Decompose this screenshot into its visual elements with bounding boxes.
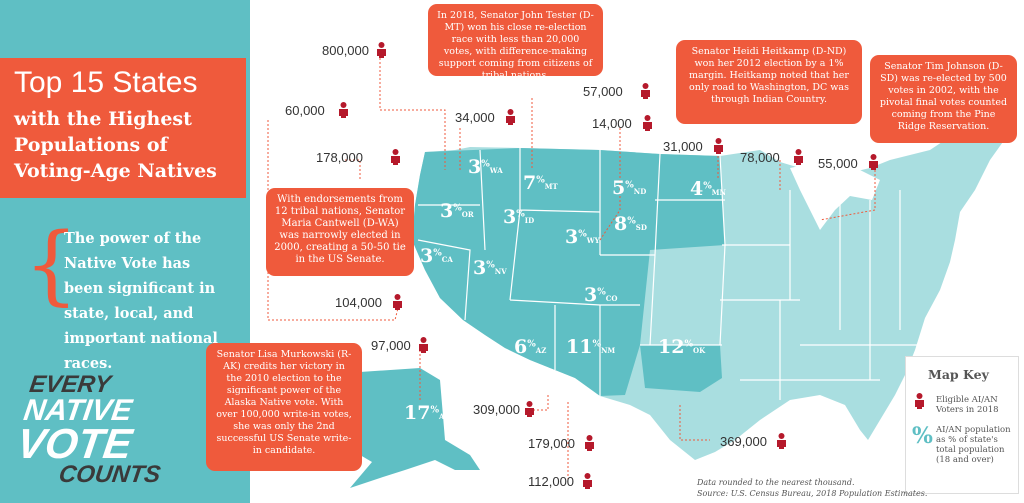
logo-word-2: NATIVE: [22, 394, 135, 427]
footnote-rounded: Data rounded to the nearest thousand.: [697, 478, 855, 487]
pop-label: 104,000: [335, 295, 382, 310]
callout-murkowski: Senator Lisa Murkowski (R-AK) credits he…: [206, 343, 362, 471]
pop-label: 78,000: [740, 150, 780, 165]
pop-label: 55,000: [818, 156, 858, 171]
brace-icon: {: [24, 215, 79, 315]
voter-pin-icon: [393, 294, 402, 310]
pop-label: 309,000: [473, 402, 520, 417]
callout-tester: In 2018, Senator John Tester (D-MT) won …: [428, 4, 603, 81]
callout-johnson: Senator Tim Johnson (D-SD) was re-electe…: [870, 55, 1017, 143]
ok-highlight: [640, 345, 722, 392]
pop-label: 57,000: [583, 84, 623, 99]
title-line1: Top 15 States: [14, 66, 198, 99]
alaska-shape: [345, 368, 480, 488]
callout-cantwell: With endorsements from 12 tribal nations…: [266, 188, 414, 276]
state-pct-mn: 4%MN: [690, 178, 726, 200]
title-box: Top 15 States with the Highest Populatio…: [0, 58, 246, 198]
state-pct-mt: 7%MT: [523, 172, 558, 194]
pop-label: 14,000: [592, 116, 632, 131]
great-lakes-shape: [790, 160, 880, 230]
voter-pin-icon: [777, 433, 786, 449]
pop-label: 60,000: [285, 103, 325, 118]
pop-label: 34,000: [455, 110, 495, 125]
map-key-percent: AI/AN population as % of state's total p…: [936, 425, 1011, 465]
voter-pin-icon: [583, 473, 592, 489]
state-pct-wy: 3%WY: [565, 226, 600, 248]
state-pct-id: 3%ID: [503, 206, 535, 228]
state-pct-nm: 11%NM: [566, 336, 616, 358]
state-pct-or: 3%OR: [440, 200, 474, 222]
voter-pin-icon: [377, 42, 386, 58]
state-pct-ca: 3%CA: [420, 245, 453, 267]
state-pct-sd: 8%SD: [614, 213, 647, 235]
power-text: The power of the Native Vote has been si…: [64, 230, 218, 372]
logo-word-3: VOTE: [22, 420, 137, 467]
state-pct-az: 6%AZ: [514, 336, 547, 358]
voter-pin-icon: [794, 149, 803, 165]
pop-label: 178,000: [316, 150, 363, 165]
pop-label: 369,000: [720, 434, 767, 449]
pop-label: 112,000: [528, 474, 575, 489]
map-key-eligible: Eligible AI/AN Voters in 2018: [936, 395, 999, 415]
pop-label: 97,000: [371, 338, 411, 353]
voter-pin-icon: [915, 393, 924, 409]
percent-icon: %: [912, 423, 933, 449]
voter-pin-icon: [643, 115, 652, 131]
state-pct-nd: 5%ND: [612, 177, 647, 199]
state-pct-co: 3%CO: [584, 284, 618, 306]
state-pct-ok: 12%OK: [658, 336, 706, 358]
voter-pin-icon: [525, 401, 534, 417]
voter-pin-icon: [585, 435, 594, 451]
map-key: Map Key Eligible AI/AN Voters in 2018 % …: [905, 356, 1019, 494]
state-pct-nv: 3%NV: [473, 257, 507, 279]
voter-pin-icon: [714, 138, 723, 154]
voter-pin-icon: [419, 337, 428, 353]
logo-word-1: EVERY: [28, 371, 115, 398]
state-pct-ak: 17%AK: [404, 402, 451, 424]
every-native-vote-counts-logo: EVERY NATIVE VOTE COUNTS: [22, 371, 162, 488]
map-key-title: Map Key: [928, 367, 989, 382]
pop-label: 800,000: [322, 43, 369, 58]
voter-pin-icon: [339, 102, 348, 118]
pop-label: 179,000: [528, 436, 575, 451]
callout-heitkamp: Senator Heidi Heitkamp (D-ND) won her 20…: [676, 40, 862, 124]
west-highlight: [412, 148, 725, 396]
title-line2: with the Highest Populations of Voting-A…: [14, 108, 217, 182]
logo-word-4: COUNTS: [57, 461, 162, 488]
voter-pin-icon: [506, 109, 515, 125]
pop-label: 31,000: [663, 139, 703, 154]
voter-pin-icon: [391, 149, 400, 165]
voter-pin-icon: [869, 154, 878, 170]
footnote-source: Source: U.S. Census Bureau, 2018 Populat…: [697, 489, 928, 498]
state-pct-wa: 3%WA: [468, 156, 503, 178]
voter-pin-icon: [641, 83, 650, 99]
